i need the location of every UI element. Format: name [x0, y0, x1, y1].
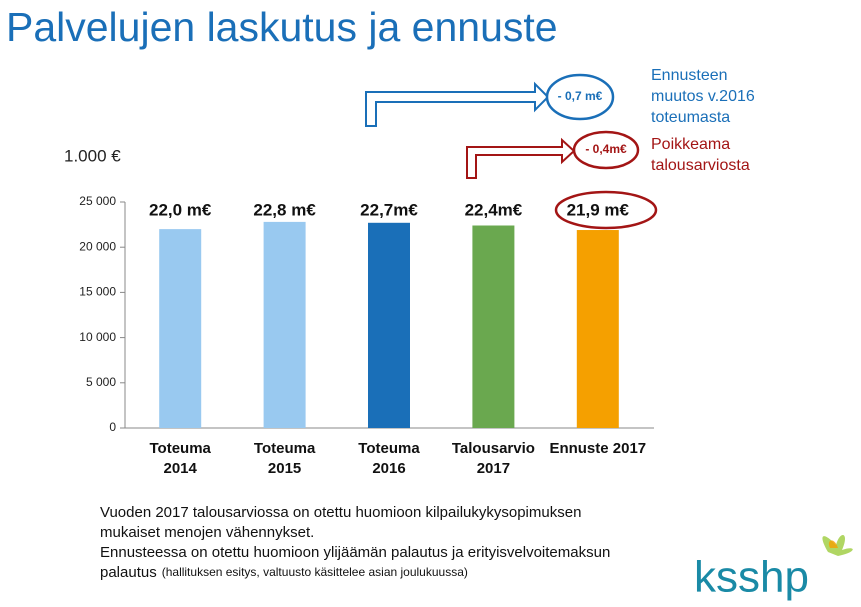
value-label: 22,8 m€	[253, 200, 316, 219]
red-arrow	[466, 137, 576, 179]
value-label: 22,7m€	[360, 200, 418, 219]
x-tick-label: 2017	[477, 460, 510, 477]
annotation-text: toteumasta	[651, 109, 730, 126]
x-tick-label: 2016	[372, 460, 405, 477]
x-tick-label: Ennuste 2017	[549, 440, 646, 457]
highlight-ellipse	[554, 190, 658, 230]
bar	[159, 229, 202, 428]
bar	[263, 221, 306, 428]
footer-note: (hallituksen esitys, valtuusto käsittele…	[162, 565, 468, 579]
annotation-text: Ennusteen	[651, 67, 728, 84]
logo: ksshp	[694, 553, 809, 602]
x-tick-label: 2015	[268, 460, 301, 477]
bar	[368, 222, 410, 428]
blue-ellipse	[545, 73, 615, 121]
footer-text: Vuoden 2017 talousarviossa on otettu huo…	[100, 504, 581, 521]
y-tick-label: 20 000	[79, 239, 116, 253]
annotation-text: Poikkeama	[651, 136, 730, 153]
blue-arrow	[365, 81, 550, 127]
footer-text: palautus	[100, 564, 157, 581]
bar	[472, 225, 515, 428]
value-label: 21,9 m€	[567, 200, 630, 219]
y-tick-label: 10 000	[79, 330, 116, 344]
x-tick-label: Toteuma	[254, 440, 316, 457]
y-tick-label: 0	[109, 420, 116, 434]
value-label: 22,4m€	[465, 200, 523, 219]
bar	[576, 230, 619, 428]
y-tick-label: 25 000	[79, 194, 116, 208]
annotation-text: talousarviosta	[651, 157, 750, 174]
y-tick-label: 5 000	[86, 375, 116, 389]
logo-icon	[822, 534, 853, 556]
slide-title: Palvelujen laskutus ja ennuste	[6, 4, 558, 50]
footer-text: Ennusteessa on otettu huomioon ylijäämän…	[100, 544, 610, 561]
x-tick-label: Toteuma	[149, 440, 211, 457]
logo-icon	[828, 540, 838, 548]
value-label: 22,0 m€	[149, 200, 212, 219]
y-tick-label: 15 000	[79, 285, 116, 299]
annotation-label: - 0,4m€	[585, 142, 627, 156]
annotation-text: muutos v.2016	[651, 88, 755, 105]
annotation-label: - 0,7 m€	[558, 89, 603, 103]
unit-label: 1.000 €	[64, 146, 121, 165]
x-tick-label: 2014	[164, 460, 198, 477]
x-tick-label: Toteuma	[358, 440, 420, 457]
x-tick-label: Talousarvio	[452, 440, 535, 457]
footer-text: mukaiset menojen vähennykset.	[100, 524, 314, 541]
red-ellipse	[572, 130, 640, 170]
